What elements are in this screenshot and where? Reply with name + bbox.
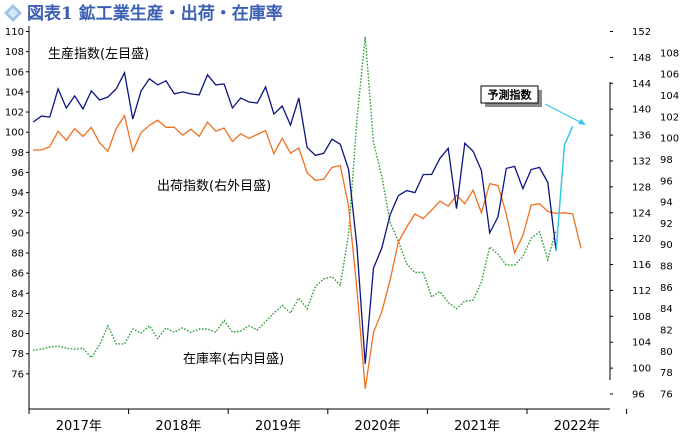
right-inner-tick-label: 104 (660, 91, 679, 102)
year-label: 2019年 (255, 419, 301, 434)
series-line-shipments-tail (556, 212, 582, 249)
right-inner-tick-label: 78 (660, 368, 673, 379)
right-outer-tick-label: 124 (632, 208, 651, 219)
right-outer-tick-label: 148 (632, 53, 651, 64)
right-inner-tick-label: 96 (660, 176, 673, 187)
right-inner-tick-label: 102 (660, 112, 679, 123)
right-outer-tick-label: 140 (632, 105, 651, 116)
left-tick-label: 90 (11, 228, 24, 239)
title-area: 図表1 鉱工業生産・出荷・在庫率 (4, 3, 283, 24)
right-outer-tick-label: 136 (632, 131, 651, 142)
callout-arrow (544, 103, 585, 125)
right-outer-tick-label: 104 (632, 338, 651, 349)
right-outer-tick-label: 96 (632, 390, 645, 401)
left-tick-label: 100 (5, 128, 24, 139)
right-inner-tick-label: 108 (660, 48, 679, 59)
callout-box (480, 85, 539, 104)
left-tick-label: 88 (11, 249, 24, 260)
year-label: 2022年 (554, 419, 600, 434)
series-label-shipments: 出荷指数(右外目盛) (157, 179, 271, 194)
right-outer-tick-label: 144 (632, 79, 651, 90)
left-tick-label: 76 (11, 369, 24, 380)
right-inner-tick-label: 92 (660, 219, 673, 230)
left-tick-label: 96 (11, 168, 24, 179)
left-tick-label: 82 (11, 309, 24, 320)
left-tick-label: 78 (11, 349, 24, 360)
left-tick-label: 98 (11, 148, 24, 159)
right-inner-tick-label: 84 (660, 304, 673, 315)
right-outer-tick-label: 100 (632, 364, 651, 375)
year-label: 2021年 (454, 419, 500, 434)
year-label: 2020年 (355, 419, 401, 434)
left-tick-label: 84 (11, 289, 24, 300)
right-outer-tick-label: 108 (632, 312, 651, 323)
right-inner-tick-label: 100 (660, 134, 679, 145)
left-tick-label: 102 (5, 108, 24, 119)
left-tick-label: 106 (5, 67, 24, 78)
left-tick-label: 86 (11, 269, 24, 280)
year-label: 2017年 (56, 419, 102, 434)
right-outer-tick-label: 128 (632, 182, 651, 193)
right-inner-tick-label: 82 (660, 326, 673, 337)
right-inner-tick-label: 106 (660, 70, 679, 81)
right-outer-tick-label: 152 (632, 27, 651, 38)
right-outer-tick-label: 116 (632, 260, 651, 271)
right-inner-tick-label: 88 (660, 262, 673, 273)
year-label: 2018年 (155, 419, 201, 434)
left-tick-label: 92 (11, 208, 24, 219)
right-inner-tick-label: 90 (660, 240, 673, 251)
right-outer-tick-label: 132 (632, 156, 651, 167)
right-inner-tick-label: 76 (660, 390, 673, 401)
plot-area (32, 36, 582, 389)
series-line-production (32, 70, 557, 364)
axes: 76 78 80 82 84 86 88 90 92 94 96 98 100 102 104 106 108 1… (5, 26, 679, 434)
right-inner-tick-label: 80 (660, 347, 673, 358)
left-tick-label: 108 (5, 47, 24, 58)
right-outer-tick-label: 120 (632, 234, 651, 245)
series-label-production: 生産指数(左目盛) (48, 46, 149, 62)
left-tick-label: 80 (11, 329, 24, 340)
right-outer-tick-label: 112 (632, 286, 651, 297)
right-inner-tick-label: 94 (660, 198, 673, 209)
diamond-icon-inner (8, 8, 18, 18)
left-tick-label: 94 (11, 188, 24, 199)
series-line-inventory (33, 36, 557, 359)
callout-arrowhead (578, 119, 586, 125)
right-inner-tick-label: 98 (660, 155, 673, 166)
chart-title: 図表1 鉱工業生産・出荷・在庫率 (27, 3, 283, 24)
right-inner-tick-label: 86 (660, 283, 673, 294)
forecast-callout: 予測指数 (480, 85, 586, 125)
series-label-inventory: 在庫率(右内目盛) (183, 351, 284, 367)
series-line-shipments (33, 114, 557, 389)
left-tick-label: 110 (5, 27, 24, 38)
series-line-forecast (555, 125, 574, 252)
left-tick-label: 104 (5, 87, 24, 98)
forecast-label: 予測指数 (488, 88, 533, 102)
